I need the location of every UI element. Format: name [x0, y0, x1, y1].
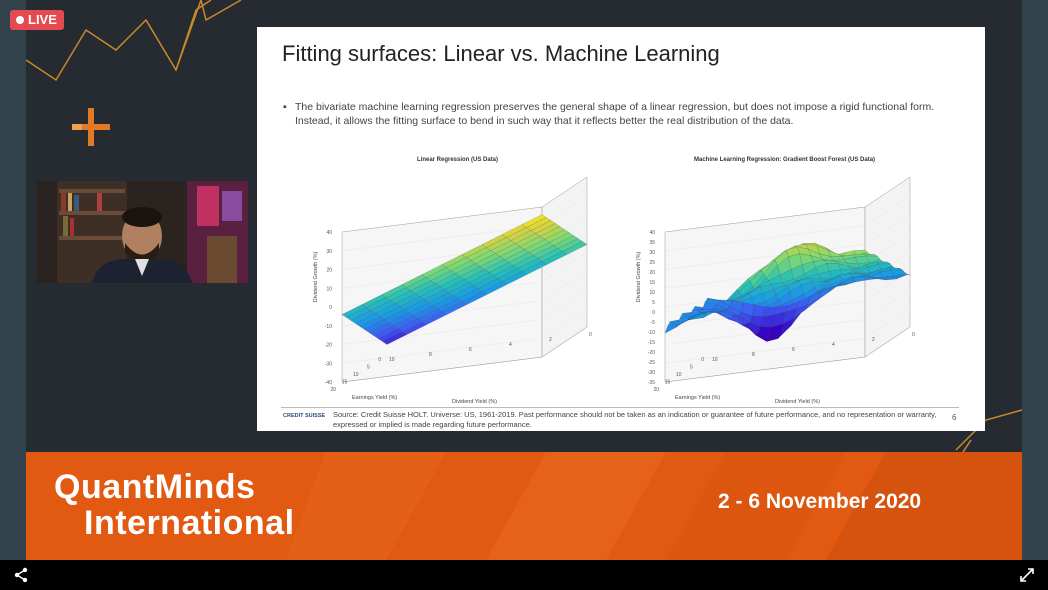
- z-axis-label: Dividend Growth (%): [313, 251, 319, 302]
- z-tick-label: -30: [648, 370, 655, 376]
- brand-line-2: International: [84, 504, 295, 543]
- earnings-tick-label: 10: [676, 372, 682, 378]
- z-axis-label: Dividend Growth (%): [636, 251, 642, 302]
- earnings-tick-label: 0: [378, 357, 381, 363]
- ml-regression-plot: 4035302520151050-5-10-15-20-25-30-352015…: [620, 167, 940, 407]
- earnings-axis-label: Earnings Yield (%): [675, 395, 720, 401]
- dividend-tick-label: 4: [832, 342, 835, 348]
- earnings-tick-label: 10: [353, 372, 359, 378]
- plus-icon: [72, 108, 110, 146]
- fullscreen-icon[interactable]: [1018, 566, 1036, 584]
- slide-title: Fitting surfaces: Linear vs. Machine Lea…: [282, 41, 720, 67]
- dividend-tick-label: 0: [589, 332, 592, 338]
- dividend-axis-label: Dividend Yield (%): [775, 399, 820, 405]
- dividend-tick-label: 0: [912, 332, 915, 338]
- z-tick-label: 25: [649, 260, 655, 266]
- live-label: LIVE: [28, 12, 57, 27]
- z-tick-label: -25: [648, 360, 655, 366]
- z-tick-label: -15: [648, 340, 655, 346]
- z-tick-label: 15: [649, 280, 655, 286]
- z-tick-label: 30: [326, 249, 332, 255]
- z-tick-label: 40: [326, 230, 332, 236]
- left-plot-title: Linear Regression (US Data): [417, 157, 498, 163]
- earnings-tick-label: 15: [665, 380, 671, 386]
- footer-divider: [281, 407, 959, 408]
- right-frame: [1022, 0, 1048, 560]
- earnings-axis-label: Earnings Yield (%): [352, 395, 397, 401]
- z-tick-label: 5: [652, 300, 655, 306]
- presentation-slide: Fitting surfaces: Linear vs. Machine Lea…: [257, 27, 985, 431]
- dividend-tick-label: 4: [509, 342, 512, 348]
- dividend-tick-label: 6: [792, 347, 795, 353]
- z-tick-label: -10: [325, 324, 332, 330]
- event-banner: QuantMinds International 2 - 6 November …: [26, 452, 1022, 560]
- event-dates: 2 - 6 November 2020: [718, 490, 921, 514]
- earnings-tick-label: 15: [342, 380, 348, 386]
- slide-bullet: ▪ The bivariate machine learning regress…: [283, 100, 963, 128]
- earnings-tick-label: 5: [367, 365, 370, 371]
- footer-source: Source: Credit Suisse HOLT. Universe: US…: [333, 410, 953, 430]
- bullet-icon: ▪: [283, 100, 287, 114]
- z-tick-label: 20: [326, 268, 332, 274]
- dividend-tick-label: 6: [469, 347, 472, 353]
- dividend-axis-label: Dividend Yield (%): [452, 399, 497, 405]
- z-tick-label: -40: [325, 380, 332, 386]
- speaker-video[interactable]: [37, 181, 248, 283]
- right-plot-title: Machine Learning Regression: Gradient Bo…: [694, 157, 875, 163]
- credit-suisse-logo: CREDIT SUISSE: [283, 413, 325, 419]
- z-tick-label: -20: [325, 343, 332, 349]
- z-tick-label: 0: [652, 310, 655, 316]
- live-dot-icon: [16, 16, 24, 24]
- z-tick-label: -5: [651, 320, 656, 326]
- z-tick-label: 30: [649, 250, 655, 256]
- earnings-tick-label: 20: [653, 387, 659, 393]
- dividend-tick-label: 8: [429, 352, 432, 358]
- player-controls: [0, 560, 1048, 590]
- z-tick-label: -35: [648, 380, 655, 386]
- earnings-tick-label: 0: [701, 357, 704, 363]
- dividend-tick-label: 2: [872, 337, 875, 343]
- share-icon[interactable]: [12, 566, 30, 584]
- speaker-image: [37, 181, 248, 283]
- earnings-tick-label: 20: [330, 387, 336, 393]
- z-tick-label: 10: [649, 290, 655, 296]
- z-tick-label: 0: [329, 305, 332, 311]
- z-tick-label: -30: [325, 361, 332, 367]
- z-tick-label: 35: [649, 240, 655, 246]
- bullet-text: The bivariate machine learning regressio…: [295, 100, 963, 128]
- left-frame: [0, 0, 26, 560]
- z-tick-label: 40: [649, 230, 655, 236]
- earnings-tick-label: 5: [690, 365, 693, 371]
- dividend-tick-label: 10: [389, 357, 395, 363]
- brand-line-1: QuantMinds: [54, 468, 255, 507]
- dividend-tick-label: 10: [712, 357, 718, 363]
- dividend-tick-label: 8: [752, 352, 755, 358]
- live-badge: LIVE: [10, 10, 64, 30]
- z-tick-label: -10: [648, 330, 655, 336]
- dividend-tick-label: 2: [549, 337, 552, 343]
- z-tick-label: 10: [326, 286, 332, 292]
- z-tick-label: 20: [649, 270, 655, 276]
- page-number: 6: [952, 413, 956, 422]
- z-tick-label: -20: [648, 350, 655, 356]
